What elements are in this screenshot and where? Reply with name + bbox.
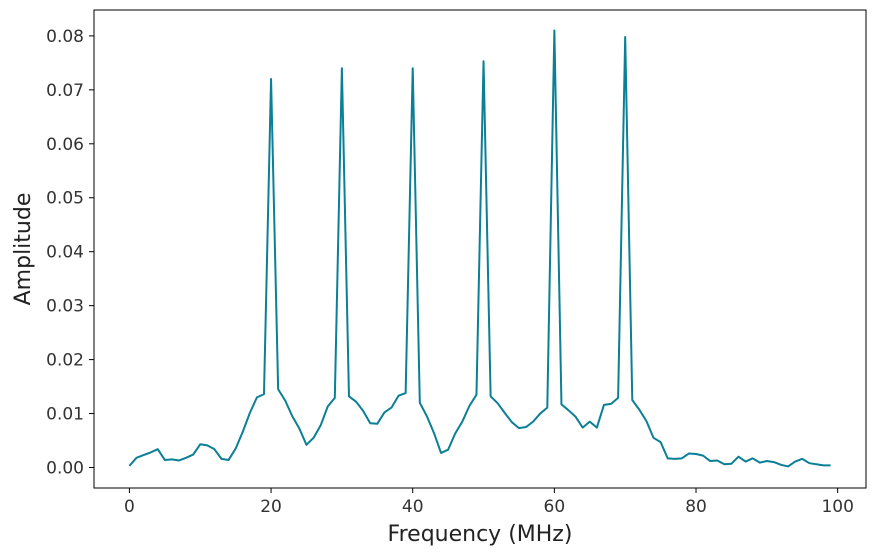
y-axis-label: Amplitude — [11, 193, 36, 306]
x-tick-label: 40 — [402, 497, 424, 517]
y-axis-ticks: 0.00 0.01 0.02 0.03 0.04 0.05 0.06 0.07 0.08 — [46, 27, 94, 478]
y-tick-label: 0.03 — [46, 297, 84, 317]
amplitude-series-line — [128, 29, 831, 468]
y-tick-label: 0.01 — [46, 405, 84, 425]
x-axis-label: Frequency (MHz) — [388, 522, 573, 547]
y-tick-label: 0.04 — [46, 243, 84, 263]
x-tick-label: 100 — [821, 497, 853, 517]
y-tick-label: 0.06 — [46, 135, 84, 155]
x-tick-label: 80 — [685, 497, 707, 517]
x-tick-label: 0 — [124, 497, 135, 517]
y-tick-label: 0.02 — [46, 351, 84, 371]
plot-area-frame — [93, 9, 867, 489]
y-tick-label: 0.05 — [46, 189, 84, 209]
y-tick-label: 0.08 — [46, 27, 84, 47]
x-tick-label: 20 — [260, 497, 282, 517]
y-tick-label: 0.07 — [46, 81, 84, 101]
x-axis-ticks: 0 20 40 60 80 100 — [124, 488, 854, 517]
x-tick-label: 60 — [544, 497, 566, 517]
y-tick-label: 0.00 — [46, 458, 84, 478]
